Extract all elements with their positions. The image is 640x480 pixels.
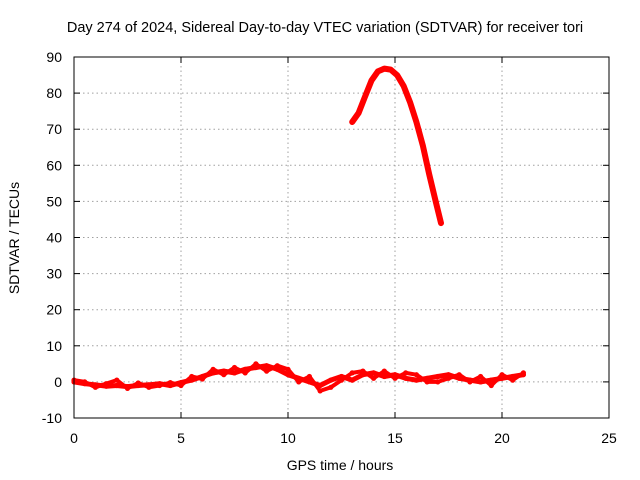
y-tick-label: 0 — [54, 374, 62, 390]
data-point — [413, 119, 419, 125]
data-point — [403, 370, 409, 376]
x-tick-label: 10 — [280, 430, 296, 446]
data-point — [360, 368, 366, 374]
data-point — [375, 68, 381, 74]
data-series — [71, 65, 527, 394]
data-point — [488, 382, 494, 389]
y-tick-label: 50 — [46, 193, 62, 209]
data-point — [478, 373, 484, 380]
data-point — [338, 377, 345, 383]
series-line-2 — [349, 65, 444, 227]
y-tick-label: 60 — [46, 157, 62, 173]
data-point — [407, 99, 413, 105]
data-point — [435, 379, 441, 385]
data-point — [317, 388, 323, 394]
x-tick-label: 25 — [601, 430, 617, 446]
y-axis-label: SDTVAR / TECUs — [6, 182, 22, 294]
tick-labels: 0 5 10 15 20 25 -10 0 10 20 30 40 50 60 70 80 90 — [42, 49, 617, 446]
data-point — [499, 372, 505, 378]
x-tick-label: 5 — [177, 430, 185, 446]
chart-title: Day 274 of 2024, Sidereal Day-to-day VTE… — [67, 20, 583, 36]
data-point — [274, 363, 280, 369]
data-point — [401, 83, 407, 89]
data-point — [146, 384, 152, 390]
data-point — [264, 363, 270, 369]
data-point — [403, 375, 409, 381]
y-tick-label: -10 — [42, 410, 62, 426]
data-point — [231, 370, 238, 376]
data-point — [306, 373, 312, 380]
data-point — [478, 379, 484, 385]
data-point — [349, 377, 355, 383]
data-point — [189, 373, 195, 380]
y-tick-label: 10 — [46, 338, 62, 354]
data-point — [199, 376, 205, 382]
data-point — [114, 382, 120, 389]
data-point — [381, 373, 387, 380]
x-tick-label: 15 — [387, 430, 403, 446]
data-point — [467, 379, 473, 385]
data-point — [157, 382, 163, 389]
data-point — [231, 364, 238, 371]
data-point — [210, 366, 216, 372]
data-point — [394, 72, 400, 78]
data-point — [114, 377, 120, 383]
data-point — [253, 361, 259, 367]
data-point — [520, 370, 527, 376]
data-point — [420, 142, 426, 148]
data-point — [328, 384, 334, 390]
data-point — [92, 384, 98, 390]
data-point — [371, 370, 377, 376]
data-point — [381, 66, 387, 72]
data-point — [426, 171, 432, 177]
data-point — [413, 377, 419, 383]
y-tick-label: 40 — [46, 230, 62, 246]
data-point — [510, 377, 516, 383]
data-point — [433, 198, 439, 204]
x-tick-label: 20 — [494, 430, 510, 446]
data-point — [103, 381, 109, 387]
x-axis-label: GPS time / hours — [287, 457, 394, 473]
y-tick-label: 20 — [46, 302, 62, 318]
data-point — [328, 377, 334, 383]
data-point — [135, 380, 141, 386]
data-point — [167, 380, 173, 386]
data-point — [371, 375, 377, 381]
data-point — [82, 379, 88, 385]
data-point — [178, 382, 184, 389]
data-point — [381, 368, 387, 374]
data-point — [392, 375, 398, 381]
data-point — [362, 94, 368, 100]
data-point — [388, 67, 394, 73]
data-point — [435, 373, 441, 380]
data-point — [285, 366, 291, 372]
y-tick-label: 80 — [46, 85, 62, 101]
y-tick-label: 70 — [46, 121, 62, 137]
data-point — [124, 385, 131, 391]
data-point — [264, 368, 270, 374]
grid-lines — [74, 57, 609, 418]
data-point — [349, 119, 355, 125]
data-point — [242, 370, 248, 376]
data-point — [445, 375, 452, 381]
data-point — [438, 220, 444, 226]
data-point — [413, 372, 419, 378]
data-point — [221, 372, 227, 378]
data-point — [368, 77, 375, 84]
data-point — [356, 110, 362, 116]
y-tick-label: 90 — [46, 49, 62, 65]
x-tick-label: 0 — [70, 430, 78, 446]
y-tick-label: 30 — [46, 266, 62, 282]
data-point — [424, 379, 430, 385]
data-point — [296, 379, 302, 385]
plot-frame — [73, 56, 610, 419]
data-point — [349, 370, 355, 376]
data-point — [456, 372, 462, 378]
